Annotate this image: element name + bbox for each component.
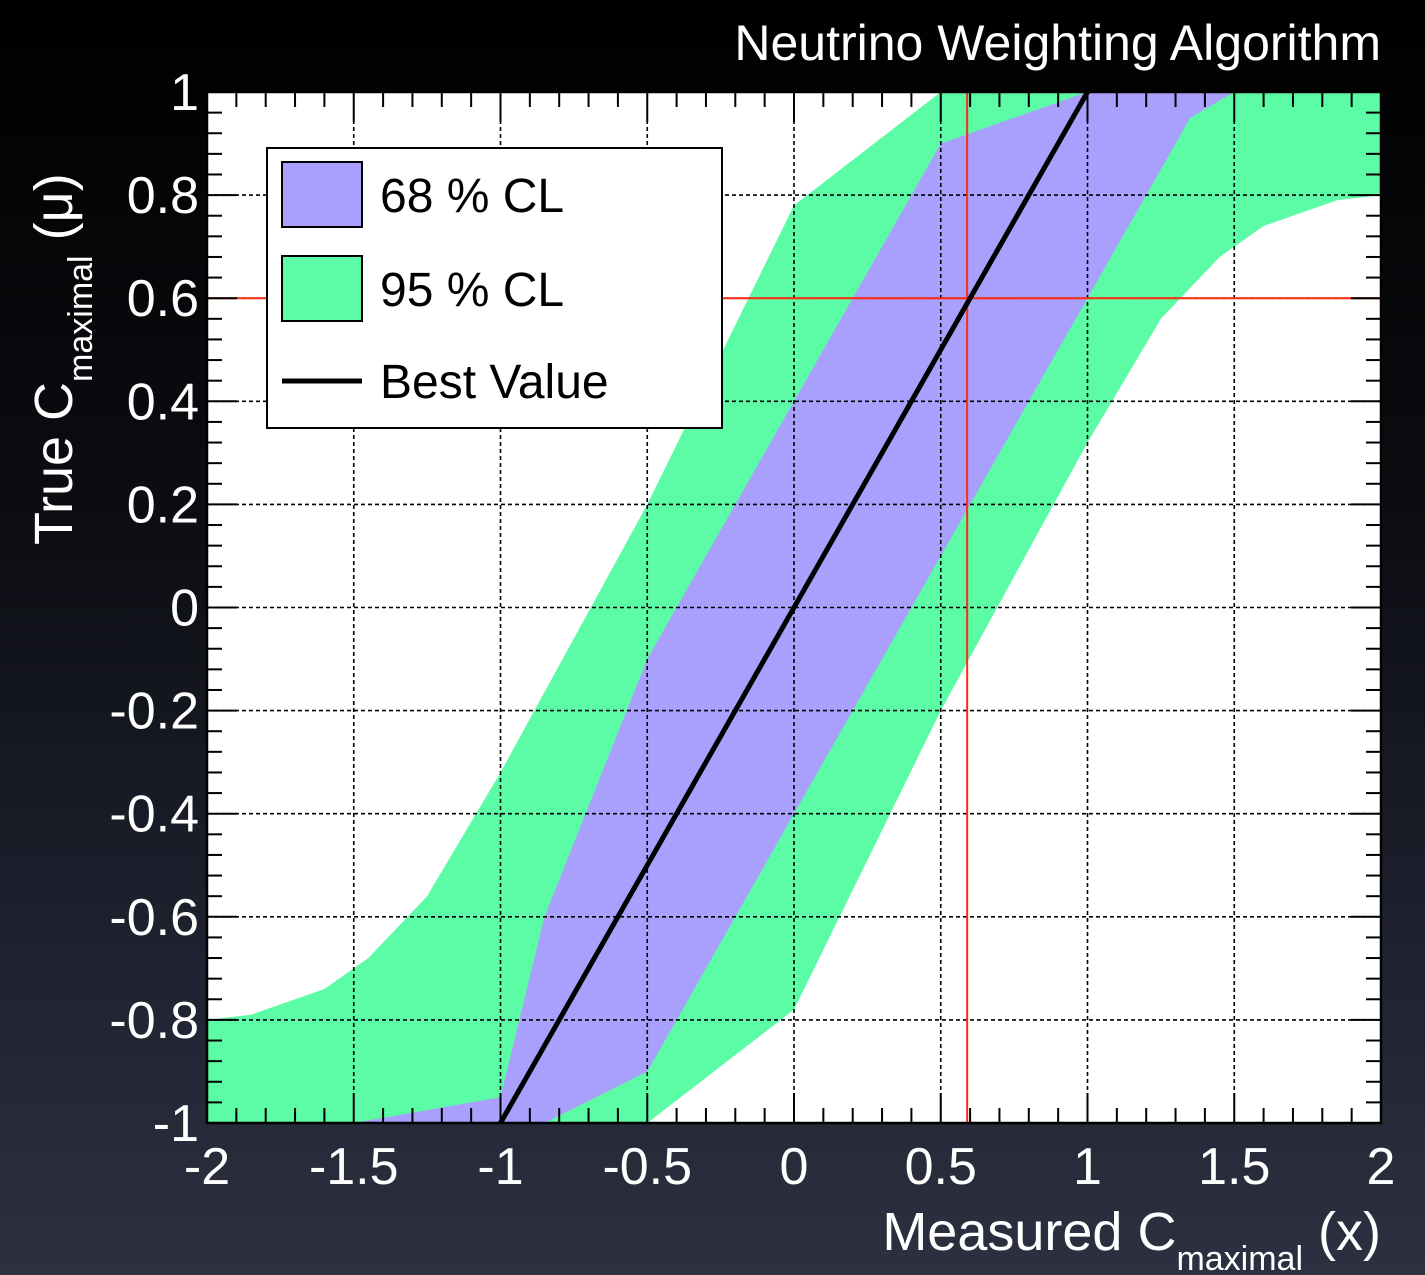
legend: 68 % CL 95 % CL Best Value [266, 147, 723, 429]
y-tick-label: 0.8 [127, 167, 199, 225]
x-tick-label: -2 [184, 1138, 230, 1196]
legend-swatch-68 [281, 161, 363, 228]
chart-title: Neutrino Weighting Algorithm [734, 15, 1381, 71]
y-tick-label: 0.4 [127, 373, 199, 431]
legend-swatch-95 [281, 255, 363, 322]
x-axis-label: Measured Cmaximal (x) [882, 1202, 1381, 1275]
x-tick-label: 0.5 [905, 1138, 977, 1196]
y-axis-label: True Cmaximal (μ) [24, 173, 100, 545]
y-tick-label: 1 [170, 64, 199, 122]
y-tick-label: -0.4 [109, 786, 199, 844]
y-axis-label-tail: (μ) [24, 173, 84, 255]
y-tick-label: 0 [170, 580, 199, 638]
legend-label-95: 95 % CL [380, 264, 564, 317]
y-tick-label: -0.2 [109, 683, 199, 741]
x-tick-label: 0 [780, 1138, 809, 1196]
y-tick-label: 0.6 [127, 270, 199, 328]
x-tick-label: -1 [477, 1138, 523, 1196]
x-tick-label: -0.5 [602, 1138, 692, 1196]
x-tick-label: 1.5 [1198, 1138, 1270, 1196]
y-axis-label-main: True C [24, 382, 84, 545]
x-axis-label-tail: (x) [1303, 1202, 1381, 1262]
y-tick-label: -1 [153, 1095, 199, 1153]
x-axis-label-sub: maximal [1176, 1240, 1303, 1275]
legend-label-best-value: Best Value [380, 356, 609, 409]
y-axis-label-sub: maximal [62, 255, 100, 382]
x-axis-label-main: Measured C [882, 1202, 1176, 1262]
x-tick-label: -1.5 [309, 1138, 399, 1196]
y-tick-labels: -1 -0.8 -0.6 -0.4 -0.2 0 0.2 0.4 0.6 0.8 1 [109, 64, 199, 1153]
x-tick-labels: -2 -1.5 -1 -0.5 0 0.5 1 1.5 2 [184, 1138, 1396, 1196]
axis-ticks [206, 91, 1382, 1124]
best-value-line [498, 92, 1090, 1123]
y-tick-label: -0.8 [109, 992, 199, 1050]
x-tick-label: 1 [1073, 1138, 1102, 1196]
legend-label-68: 68 % CL [380, 170, 564, 223]
y-tick-label: 0.2 [127, 476, 199, 534]
y-tick-label: -0.6 [109, 889, 199, 947]
x-tick-label: 2 [1367, 1138, 1396, 1196]
